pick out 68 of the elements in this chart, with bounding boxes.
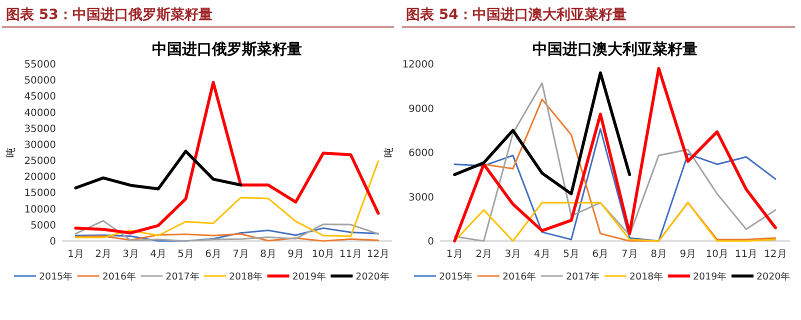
y-tick-label: 50000 xyxy=(24,76,56,87)
legend-label: 2015年 xyxy=(39,270,74,282)
y-tick-label: 55000 xyxy=(24,60,56,70)
x-tick-label: 2月 xyxy=(95,249,112,260)
legend-label: 2016年 xyxy=(102,270,137,282)
x-tick-label: 11月 xyxy=(734,249,758,260)
y-tick-label: 35000 xyxy=(24,124,56,135)
x-tick-label: 5月 xyxy=(178,249,194,260)
legend-label: 2015年 xyxy=(439,270,474,282)
x-tick-label: 3月 xyxy=(504,249,522,260)
x-tick-label: 6月 xyxy=(205,249,222,260)
legend-label: 2017年 xyxy=(166,270,200,282)
chart-title: 图表 53：中国进口俄罗斯菜籽量 xyxy=(6,7,212,23)
y-tick-label: 0 xyxy=(50,236,56,248)
line-series xyxy=(74,150,242,190)
x-tick-label: 6月 xyxy=(592,249,609,260)
y-tick-label: 20000 xyxy=(24,172,56,184)
x-tick-label: 8月 xyxy=(260,249,276,260)
x-tick-label: 4月 xyxy=(150,249,166,260)
line-series xyxy=(453,71,632,196)
x-tick-label: 3月 xyxy=(122,249,139,260)
x-tick-label: 9月 xyxy=(288,249,304,260)
x-tick-label: 7月 xyxy=(232,249,249,260)
line-series xyxy=(454,202,776,242)
x-tick-label: 7月 xyxy=(621,249,638,260)
legend-label: 2016年 xyxy=(502,270,537,282)
y-tick-label: 5000 xyxy=(30,220,56,232)
y-tick-label: 15000 xyxy=(24,188,56,200)
legend-label: 2018年 xyxy=(229,270,264,282)
line-series xyxy=(454,128,776,242)
x-tick-label: 10月 xyxy=(312,249,335,260)
legend-label: 2017年 xyxy=(566,270,600,282)
x-tick-label: 5月 xyxy=(563,249,580,260)
y-axis-title: 吨 xyxy=(383,148,395,158)
legend-label: 2020年 xyxy=(356,270,390,282)
x-tick-label: 12月 xyxy=(366,249,390,260)
y-axis-title: 吨 xyxy=(5,148,17,158)
x-tick-label: 1月 xyxy=(446,249,463,260)
y-tick-label: 30000 xyxy=(24,140,56,151)
y-tick-label: 25000 xyxy=(24,156,56,168)
x-tick-label: 2月 xyxy=(476,249,492,260)
legend-label: 2019年 xyxy=(693,270,728,282)
y-tick-label: 10000 xyxy=(24,204,56,216)
line-series xyxy=(74,227,380,242)
x-tick-label: 11月 xyxy=(339,249,362,260)
legend-label: 2019年 xyxy=(292,270,327,282)
y-tick-label: 6000 xyxy=(408,148,434,159)
legend-label: 2020年 xyxy=(756,270,791,282)
x-tick-label: 12月 xyxy=(764,249,787,260)
y-tick-label: 12000 xyxy=(402,60,434,70)
line-series xyxy=(74,160,380,238)
y-tick-label: 0 xyxy=(428,236,434,248)
line-series xyxy=(74,233,380,242)
y-tick-label: 3000 xyxy=(408,192,434,204)
x-tick-label: 1月 xyxy=(68,249,84,260)
x-tick-label: 10月 xyxy=(706,249,728,260)
y-tick-label: 9000 xyxy=(408,104,434,115)
chart-subtitle: 中国进口俄罗斯菜籽量 xyxy=(152,40,302,58)
chart-title: 图表 54：中国进口澳大利亚菜籽量 xyxy=(406,7,626,23)
line-series xyxy=(74,80,380,234)
chart-subtitle: 中国进口澳大利亚菜籽量 xyxy=(532,40,698,58)
y-tick-label: 45000 xyxy=(24,92,56,103)
x-tick-label: 4月 xyxy=(534,249,550,260)
y-tick-label: 40000 xyxy=(24,108,56,119)
line-series xyxy=(74,220,380,242)
legend-label: 2018年 xyxy=(630,270,664,282)
x-tick-label: 9月 xyxy=(680,249,696,260)
x-tick-label: 8月 xyxy=(650,249,667,260)
